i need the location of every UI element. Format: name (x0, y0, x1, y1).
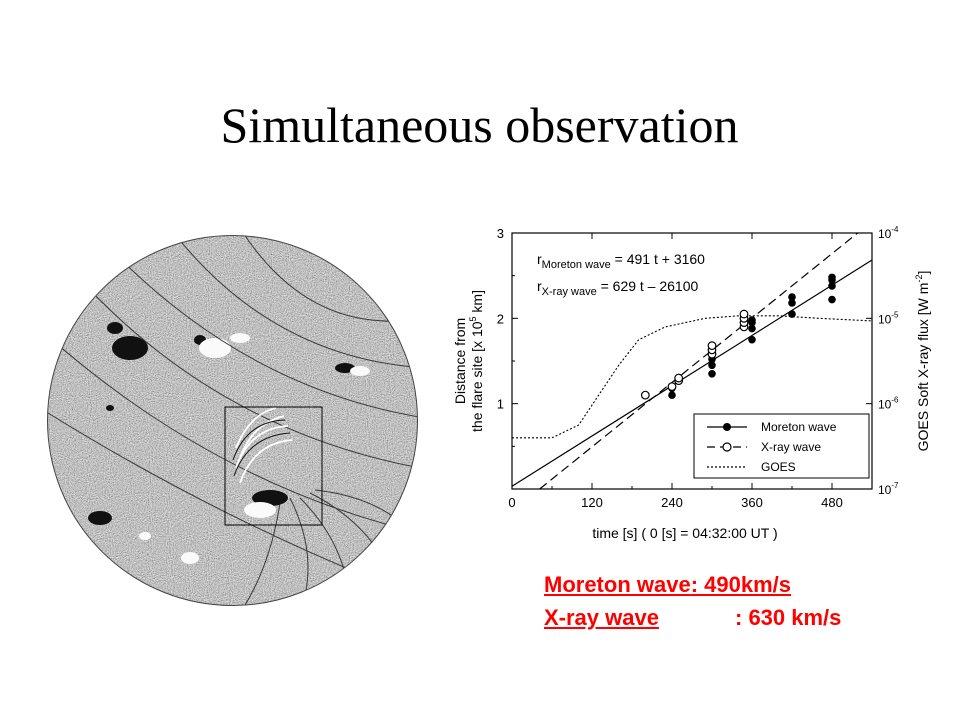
legend-marker-xray (722, 442, 732, 452)
moreton-data-point (788, 299, 796, 307)
x-axis-label: time [s] ( 0 [s] = 04:32:00 UT ) (592, 525, 777, 541)
y-tick-label: 2 (497, 311, 504, 326)
moreton-data-point (708, 370, 716, 378)
region-box (224, 406, 323, 526)
goes-curve (512, 315, 873, 439)
xray-fit-equation: rX-ray wave = 629 t – 26100 (537, 278, 699, 298)
y-tick-label: 3 (497, 226, 504, 241)
moreton-data-point (788, 293, 796, 301)
x-tick-label: 480 (821, 495, 843, 510)
moreton-data-point (748, 324, 756, 333)
moreton-data-point (748, 316, 756, 324)
y2-axis-label: GOES Soft X-ray flux [W m-2] (914, 271, 931, 452)
xray-caption-label: X-ray wave (544, 605, 659, 630)
moreton-data-point (668, 391, 676, 399)
y2-tick-label: 10-5 (878, 310, 899, 326)
moreton-data-point (708, 361, 716, 370)
moreton-data-point (828, 295, 836, 304)
moreton-data-point (828, 273, 836, 282)
xray-data-point (707, 341, 717, 351)
x-tick-label: 120 (581, 495, 603, 510)
moreton-data-point (748, 335, 756, 344)
xray-data-point (674, 373, 684, 383)
solar-disk-image (47, 235, 418, 606)
xray-fit-line (539, 232, 859, 490)
xray-caption-value: : 630 km/s (735, 605, 842, 630)
xray-data-point (739, 309, 749, 319)
xray-data-point (667, 382, 677, 392)
legend-label-goes: GOES (761, 460, 796, 474)
xray-speed-caption: X-ray wave : 630 km/s (544, 605, 841, 631)
x-tick-label: 240 (661, 495, 683, 510)
y2-tick-label: 10-6 (878, 396, 899, 412)
moreton-fit-equation: rMoreton wave = 491 t + 3160 (537, 251, 705, 271)
moreton-caption-label: Moreton wave (544, 572, 691, 597)
slide-title: Simultaneous observation (220, 97, 739, 153)
legend: Moreton wave X-ray wave GOES (693, 413, 870, 479)
legend-label-xray: X-ray wave (761, 440, 821, 454)
legend-marker-moreton (723, 423, 731, 431)
moreton-data-point (788, 310, 796, 318)
moreton-data-point (828, 282, 836, 290)
x-tick-label: 360 (741, 495, 763, 510)
y2-tick-label: 10-7 (878, 481, 899, 497)
x-tick-label: 0 (508, 495, 515, 510)
moreton-speed-caption: Moreton wave: 490km/s (544, 572, 791, 598)
y-axis-label-2: the flare site [x 105 km] (468, 290, 485, 432)
y-axis-label: Distance from (452, 318, 468, 404)
moreton-fit-line (511, 259, 873, 487)
y-tick-label: 1 (497, 397, 504, 412)
legend-label-moreton: Moreton wave (761, 420, 837, 434)
xray-data-point (640, 390, 650, 400)
y2-tick-label: 10-4 (878, 225, 899, 241)
moreton-caption-value: : 490km/s (690, 572, 791, 597)
wave-distance-plot: 0 120 240 360 480 1 2 3 10-7 10-6 10-5 10-4 time … (452, 225, 931, 541)
